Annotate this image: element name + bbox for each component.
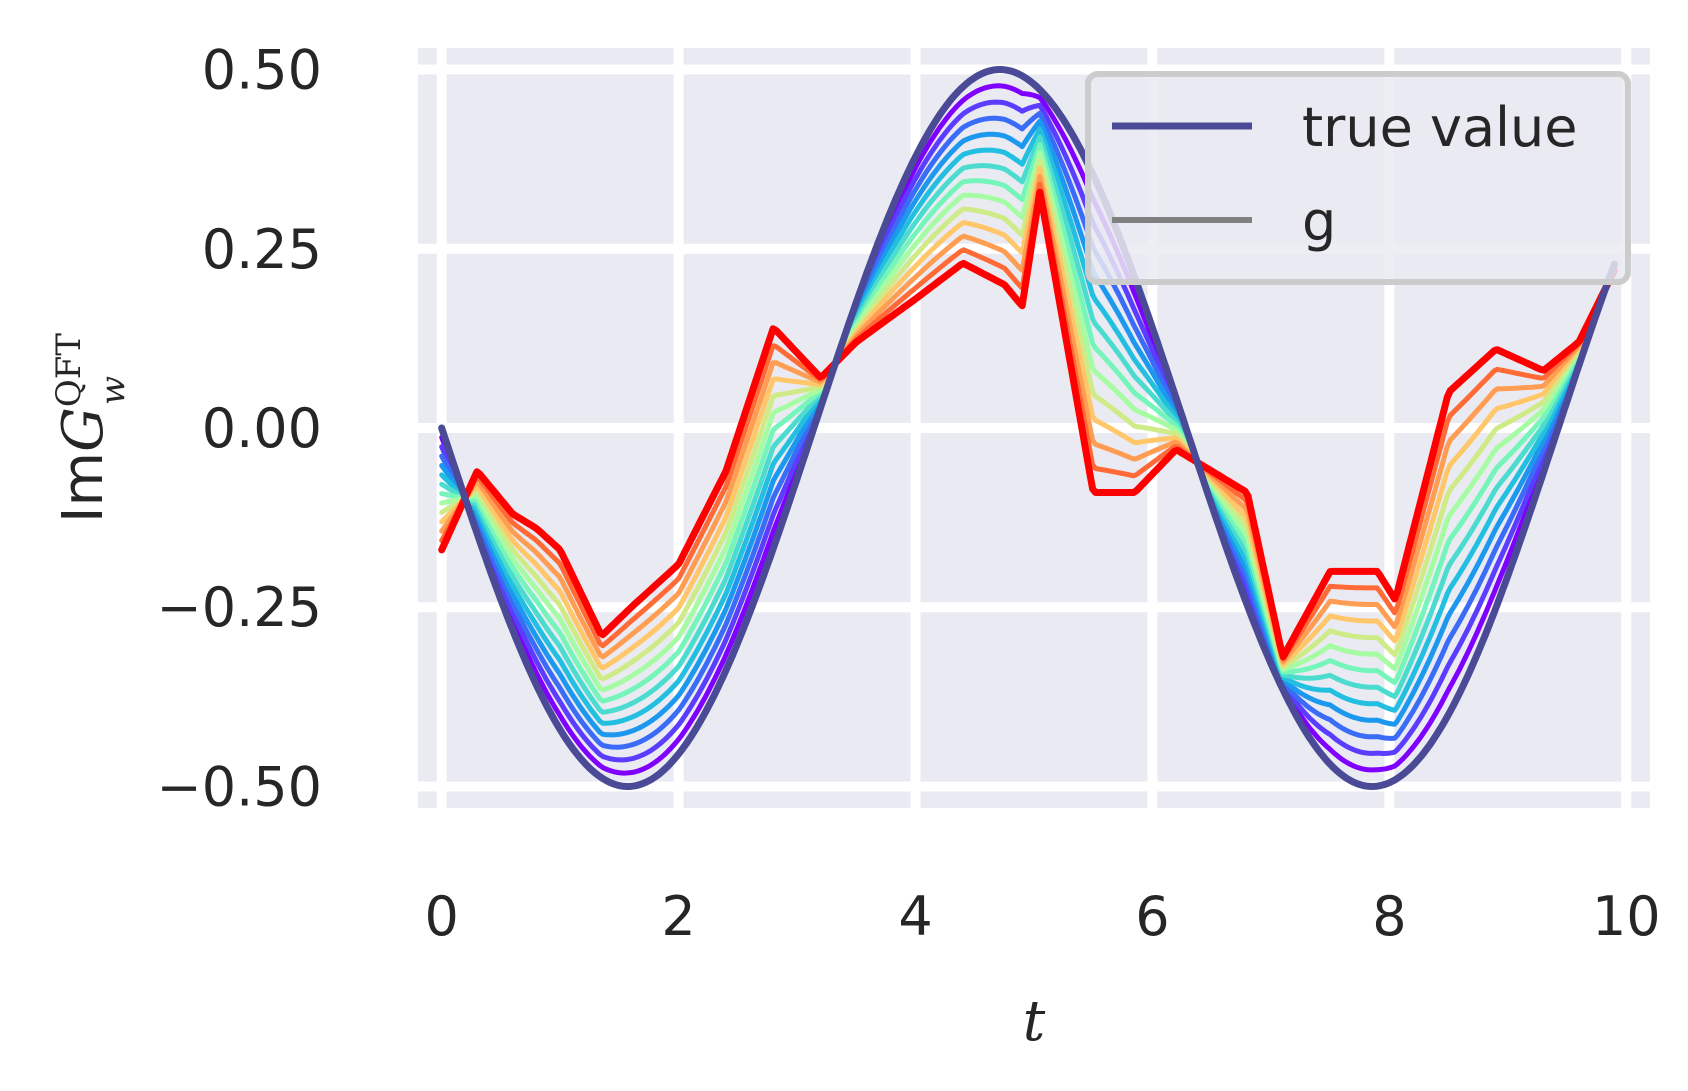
y-axis-label-superscript: QFT xyxy=(49,333,89,407)
y-tick-label: −0.25 xyxy=(157,576,322,639)
g-series-line-3 xyxy=(439,110,1617,750)
x-tick-label: 10 xyxy=(1592,885,1661,948)
y-tick-label: 0.00 xyxy=(202,397,322,460)
legend: true value g xyxy=(1085,71,1631,285)
g-series-line-7 xyxy=(439,142,1617,704)
x-tick-label: 2 xyxy=(661,885,695,948)
x-axis-label: t xyxy=(1023,989,1046,1054)
y-axis-label-prefix: Im xyxy=(51,452,116,523)
g-series-line-1 xyxy=(439,83,1617,776)
y-axis-label-subscript: w xyxy=(93,376,133,405)
y-tick-label: −0.50 xyxy=(157,755,322,818)
g-series-line-8 xyxy=(439,150,1617,693)
g-series-line-9 xyxy=(439,158,1617,682)
x-tick-label: 6 xyxy=(1135,885,1169,948)
legend-label-g: g xyxy=(1302,190,1336,253)
g-series-line-13 xyxy=(438,188,1618,661)
tick-labels: 0 2 4 6 8 10 0.50 0.25 0.00 −0.25 −0.50 xyxy=(157,39,1661,948)
g-series-line-10 xyxy=(439,166,1617,671)
series-curves xyxy=(438,66,1618,790)
legend-label-true-value: true value xyxy=(1302,96,1577,159)
g-series-line-5 xyxy=(439,126,1617,726)
y-axis-label-symbol: G xyxy=(51,407,116,452)
g-series-line-4 xyxy=(439,118,1617,738)
x-tick-label: 8 xyxy=(1372,885,1406,948)
y-axis-label: ImGQFT w xyxy=(49,333,133,523)
g-series-line-2 xyxy=(439,99,1617,763)
true-value-line xyxy=(438,66,1618,790)
y-tick-label: 0.25 xyxy=(202,218,322,281)
g-series-line-6 xyxy=(439,134,1617,715)
y-tick-label: 0.50 xyxy=(202,39,322,102)
x-tick-label: 0 xyxy=(425,885,459,948)
x-tick-label: 4 xyxy=(898,885,932,948)
